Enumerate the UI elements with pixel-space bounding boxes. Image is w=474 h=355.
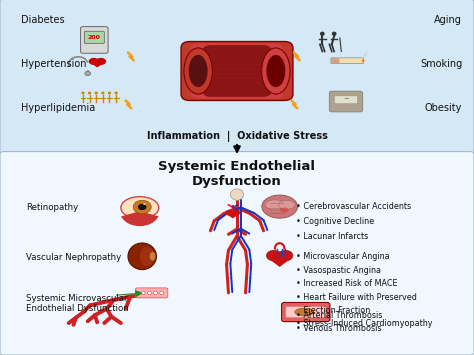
Ellipse shape	[295, 308, 314, 316]
Ellipse shape	[89, 58, 99, 65]
Text: Diabetes: Diabetes	[21, 15, 65, 24]
Text: Aging: Aging	[434, 15, 462, 24]
Ellipse shape	[141, 291, 145, 295]
FancyBboxPatch shape	[0, 152, 474, 355]
Ellipse shape	[160, 291, 164, 295]
Ellipse shape	[128, 243, 156, 270]
Ellipse shape	[81, 92, 84, 94]
Ellipse shape	[154, 291, 157, 295]
Ellipse shape	[266, 250, 282, 261]
Ellipse shape	[225, 210, 234, 215]
FancyBboxPatch shape	[329, 91, 363, 112]
Ellipse shape	[280, 207, 289, 213]
FancyBboxPatch shape	[136, 288, 168, 298]
Ellipse shape	[147, 291, 151, 295]
Ellipse shape	[143, 203, 146, 205]
Ellipse shape	[266, 55, 285, 87]
Ellipse shape	[230, 189, 244, 200]
FancyBboxPatch shape	[191, 43, 283, 99]
FancyBboxPatch shape	[81, 27, 108, 53]
Ellipse shape	[121, 197, 159, 219]
Ellipse shape	[320, 32, 325, 36]
Ellipse shape	[232, 210, 240, 215]
Ellipse shape	[265, 200, 284, 210]
Ellipse shape	[96, 58, 106, 65]
Ellipse shape	[88, 92, 91, 94]
FancyBboxPatch shape	[202, 45, 272, 97]
FancyBboxPatch shape	[331, 58, 339, 63]
Text: • Lacunar Infarcts: • Lacunar Infarcts	[296, 232, 368, 241]
Text: Systemic Endothelial: Systemic Endothelial	[158, 160, 316, 173]
Text: • Microvascular Angina: • Microvascular Angina	[296, 252, 390, 261]
Text: Systemic Microvascular
Endothelial Dysfunction: Systemic Microvascular Endothelial Dysfu…	[26, 294, 129, 313]
Text: Hyperlipidemia: Hyperlipidemia	[21, 103, 96, 113]
Ellipse shape	[332, 32, 337, 36]
Text: • Vasospastic Angina: • Vasospastic Angina	[296, 266, 381, 274]
Polygon shape	[91, 63, 104, 67]
Ellipse shape	[150, 252, 155, 261]
Text: 200: 200	[88, 35, 101, 40]
Text: Ejection Fraction: Ejection Fraction	[296, 306, 371, 315]
Text: ~: ~	[343, 97, 349, 102]
Text: • Cognitive Decline: • Cognitive Decline	[296, 217, 374, 226]
Ellipse shape	[262, 48, 290, 94]
Text: Retinopathy: Retinopathy	[26, 203, 78, 212]
Ellipse shape	[189, 55, 208, 87]
Ellipse shape	[362, 60, 365, 62]
Ellipse shape	[114, 92, 118, 94]
Wedge shape	[121, 211, 158, 226]
Text: • Arterial Thrombosis: • Arterial Thrombosis	[296, 311, 383, 320]
Ellipse shape	[85, 71, 91, 76]
FancyBboxPatch shape	[181, 42, 293, 100]
Ellipse shape	[184, 48, 212, 94]
Ellipse shape	[108, 92, 111, 94]
Text: Smoking: Smoking	[420, 59, 462, 69]
Polygon shape	[267, 258, 292, 267]
FancyBboxPatch shape	[0, 0, 474, 155]
Ellipse shape	[133, 200, 151, 214]
Text: Vascular Nephropathy: Vascular Nephropathy	[26, 253, 121, 262]
Text: Hypertension: Hypertension	[21, 59, 87, 69]
FancyBboxPatch shape	[282, 302, 330, 322]
Text: Obesity: Obesity	[425, 103, 462, 113]
Text: • Venous Thrombosis: • Venous Thrombosis	[296, 324, 382, 333]
FancyBboxPatch shape	[84, 31, 104, 43]
Polygon shape	[226, 214, 239, 218]
Text: Dysfunction: Dysfunction	[192, 175, 282, 187]
Text: Inflammation  |  Oxidative Stress: Inflammation | Oxidative Stress	[146, 131, 328, 142]
Ellipse shape	[278, 200, 295, 209]
FancyBboxPatch shape	[286, 307, 326, 317]
Text: • Heart Failure with Preserved: • Heart Failure with Preserved	[296, 293, 417, 301]
Text: • Stress-Induced Cardiomyopathy: • Stress-Induced Cardiomyopathy	[296, 320, 433, 328]
Ellipse shape	[101, 92, 104, 94]
Ellipse shape	[138, 204, 146, 210]
Ellipse shape	[94, 92, 98, 94]
FancyBboxPatch shape	[335, 96, 357, 104]
Ellipse shape	[140, 246, 154, 266]
FancyBboxPatch shape	[331, 58, 364, 64]
Ellipse shape	[262, 195, 297, 218]
Ellipse shape	[278, 250, 293, 261]
Text: • Increased Risk of MACE: • Increased Risk of MACE	[296, 279, 398, 288]
Text: • Cerebrovascular Accidents: • Cerebrovascular Accidents	[296, 202, 411, 211]
